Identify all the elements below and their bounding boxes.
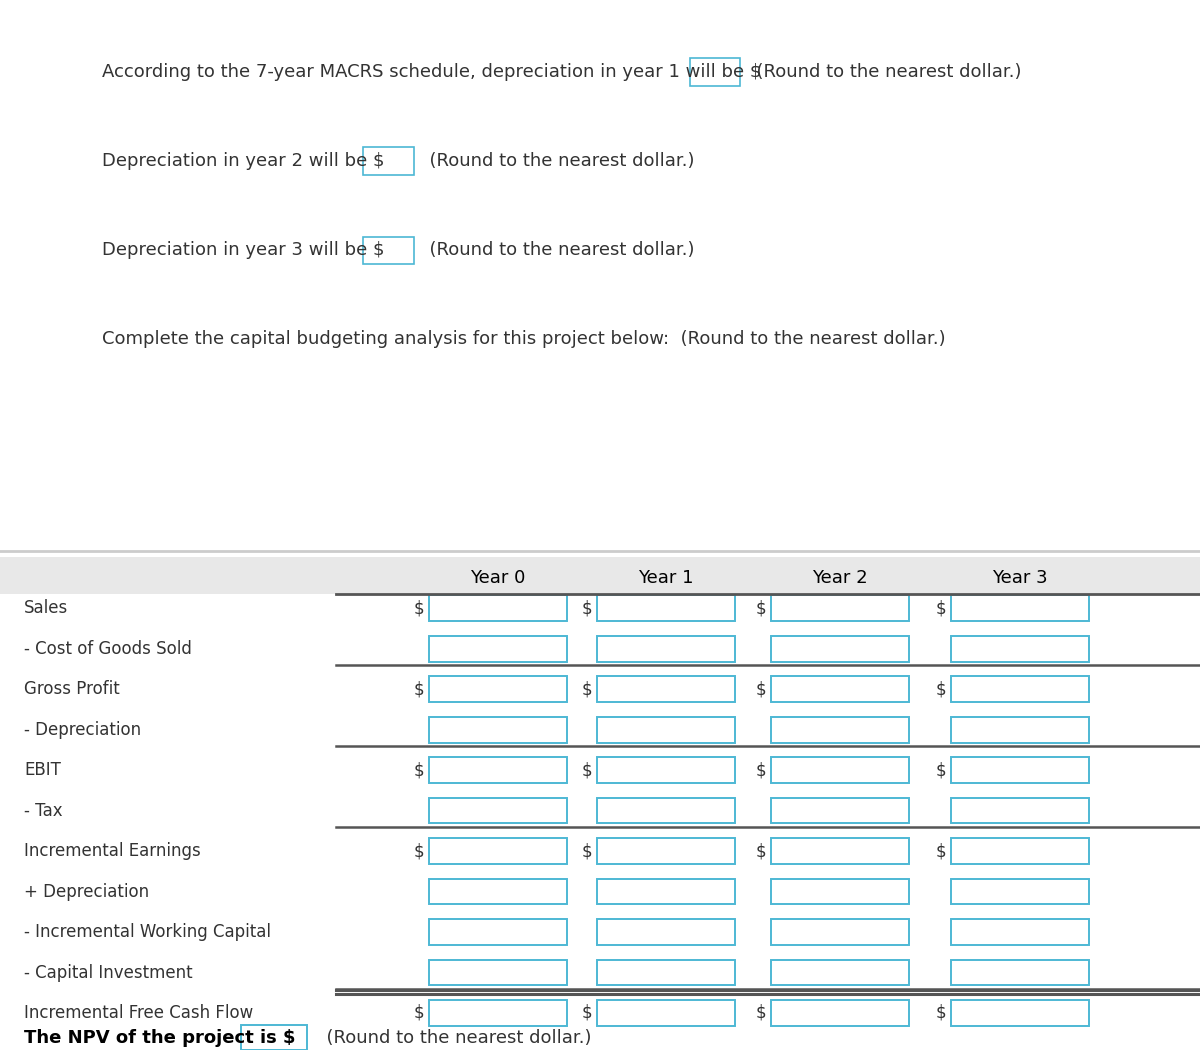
Text: $: $ [756,600,766,617]
Text: $: $ [413,761,424,779]
Text: - Incremental Working Capital: - Incremental Working Capital [24,923,271,941]
Text: $: $ [582,1004,592,1022]
Text: The NPV of the project is $: The NPV of the project is $ [24,1029,295,1047]
Text: - Tax: - Tax [24,801,62,820]
Text: $: $ [582,842,592,860]
FancyBboxPatch shape [598,960,734,985]
FancyBboxPatch shape [952,676,1090,702]
FancyBboxPatch shape [952,636,1090,662]
FancyBboxPatch shape [430,919,568,945]
Text: $: $ [936,761,946,779]
FancyBboxPatch shape [598,798,734,823]
FancyBboxPatch shape [690,59,740,86]
FancyBboxPatch shape [430,636,568,662]
FancyBboxPatch shape [772,960,910,985]
Text: - Cost of Goods Sold: - Cost of Goods Sold [24,639,192,657]
FancyBboxPatch shape [952,960,1090,985]
FancyBboxPatch shape [430,879,568,904]
FancyBboxPatch shape [430,1001,568,1026]
FancyBboxPatch shape [430,595,568,622]
FancyBboxPatch shape [364,147,414,175]
Text: $: $ [413,680,424,698]
FancyBboxPatch shape [772,919,910,945]
Text: $: $ [582,600,592,617]
Text: Year 3: Year 3 [992,569,1048,587]
Text: $: $ [582,761,592,779]
Text: $: $ [936,680,946,698]
Text: (Round to the nearest dollar.): (Round to the nearest dollar.) [419,152,695,170]
FancyBboxPatch shape [598,595,734,622]
Text: $: $ [756,1004,766,1022]
Text: - Capital Investment: - Capital Investment [24,964,193,982]
Text: Sales: Sales [24,600,68,617]
FancyBboxPatch shape [430,960,568,985]
Text: Depreciation in year 2 will be $: Depreciation in year 2 will be $ [102,152,384,170]
FancyBboxPatch shape [952,838,1090,864]
FancyBboxPatch shape [430,838,568,864]
FancyBboxPatch shape [952,1001,1090,1026]
Text: $: $ [936,1004,946,1022]
Text: $: $ [582,680,592,698]
Text: $: $ [413,1004,424,1022]
FancyBboxPatch shape [598,757,734,783]
Text: $: $ [936,600,946,617]
FancyBboxPatch shape [952,595,1090,622]
Text: + Depreciation: + Depreciation [24,883,149,901]
Text: Year 1: Year 1 [638,569,694,587]
Text: (Round to the nearest dollar.): (Round to the nearest dollar.) [745,63,1021,81]
FancyBboxPatch shape [430,717,568,742]
FancyBboxPatch shape [952,879,1090,904]
Text: (Round to the nearest dollar.): (Round to the nearest dollar.) [316,1029,592,1047]
Text: Complete the capital budgeting analysis for this project below:  (Round to the n: Complete the capital budgeting analysis … [102,331,946,349]
FancyBboxPatch shape [952,757,1090,783]
FancyBboxPatch shape [952,919,1090,945]
Text: EBIT: EBIT [24,761,61,779]
Text: Depreciation in year 3 will be $: Depreciation in year 3 will be $ [102,242,384,259]
FancyBboxPatch shape [772,879,910,904]
Text: $: $ [756,842,766,860]
FancyBboxPatch shape [0,556,1200,593]
FancyBboxPatch shape [598,676,734,702]
Text: $: $ [756,680,766,698]
Text: Incremental Earnings: Incremental Earnings [24,842,200,860]
Text: - Depreciation: - Depreciation [24,720,142,739]
FancyBboxPatch shape [241,1025,307,1050]
FancyBboxPatch shape [430,676,568,702]
Text: Gross Profit: Gross Profit [24,680,120,698]
FancyBboxPatch shape [598,838,734,864]
Text: $: $ [413,600,424,617]
FancyBboxPatch shape [430,798,568,823]
Text: Incremental Free Cash Flow: Incremental Free Cash Flow [24,1004,253,1022]
FancyBboxPatch shape [772,636,910,662]
FancyBboxPatch shape [952,717,1090,742]
FancyBboxPatch shape [772,595,910,622]
FancyBboxPatch shape [772,838,910,864]
FancyBboxPatch shape [598,636,734,662]
FancyBboxPatch shape [772,757,910,783]
FancyBboxPatch shape [598,879,734,904]
FancyBboxPatch shape [772,717,910,742]
FancyBboxPatch shape [598,1001,734,1026]
FancyBboxPatch shape [430,757,568,783]
Text: $: $ [756,761,766,779]
Text: Year 2: Year 2 [812,569,868,587]
FancyBboxPatch shape [772,798,910,823]
FancyBboxPatch shape [598,919,734,945]
FancyBboxPatch shape [772,676,910,702]
FancyBboxPatch shape [772,1001,910,1026]
FancyBboxPatch shape [598,717,734,742]
FancyBboxPatch shape [364,236,414,265]
Text: $: $ [936,842,946,860]
Text: According to the 7-year MACRS schedule, depreciation in year 1 will be $: According to the 7-year MACRS schedule, … [102,63,761,81]
FancyBboxPatch shape [952,798,1090,823]
Text: Year 0: Year 0 [470,569,526,587]
Text: $: $ [413,842,424,860]
Text: (Round to the nearest dollar.): (Round to the nearest dollar.) [419,242,695,259]
